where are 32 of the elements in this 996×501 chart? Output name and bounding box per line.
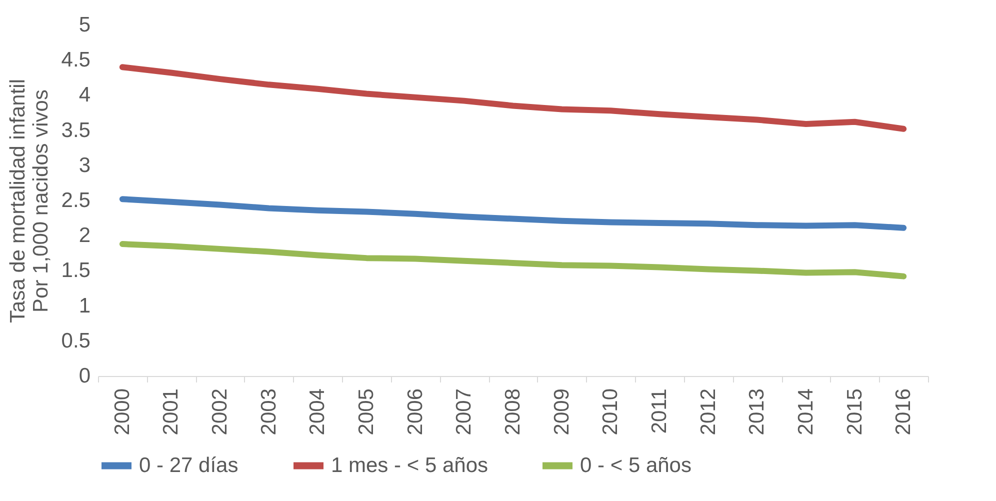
x-tick-label: 2001: [160, 388, 183, 436]
y-tick-label: 0: [78, 364, 90, 388]
x-tick-label: 2015: [843, 388, 866, 436]
y-tick-label: 1: [78, 294, 90, 318]
y-tick-label: 3: [78, 154, 90, 177]
x-tick-label: 2012: [696, 388, 720, 436]
x-tick-label: 2004: [306, 388, 330, 436]
x-tick-label: 2007: [452, 388, 476, 436]
x-tick-label: 2010: [599, 388, 622, 436]
y-tick-label: 2: [78, 224, 90, 248]
x-tick-label: 2003: [257, 388, 280, 436]
x-tick-label: 2011: [648, 388, 671, 434]
y-tick-label: 1.5: [61, 259, 90, 282]
legend-label: 0 - < 5 años: [580, 454, 692, 477]
x-tick-label: 2005: [355, 388, 378, 436]
x-tick-label: 2002: [208, 388, 232, 436]
y-tick-label: 3.5: [61, 118, 90, 142]
y-axis-title: Tasa de mortalidad infantil Por 1,000 nacidos vivos: [6, 79, 52, 323]
y-tick-label: 5: [78, 14, 90, 36]
x-tick-label: 2013: [746, 388, 769, 436]
legend-label: 0 - 27 días: [139, 454, 238, 477]
y-tick-label: 4: [78, 84, 91, 107]
y-tick-label: 4.5: [61, 48, 90, 72]
y-tick-label: 2.5: [61, 189, 90, 212]
x-tick-label: 2008: [502, 388, 524, 436]
x-tick-label: 2000: [110, 388, 134, 436]
x-tick-label: 2014: [794, 388, 818, 436]
x-tick-label: 2016: [892, 388, 916, 436]
x-tick-label: 2009: [550, 388, 574, 436]
x-tick-label: 2006: [404, 388, 427, 436]
legend-label: 1 mes - < 5 años: [331, 454, 488, 477]
y-tick-label: 0.5: [61, 329, 90, 352]
